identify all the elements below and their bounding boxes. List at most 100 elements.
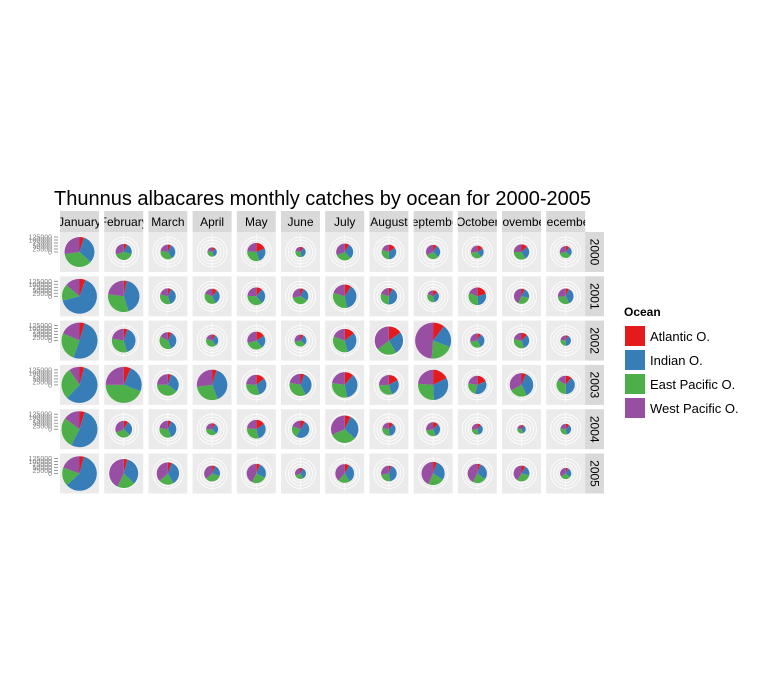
pie-slice-atlantic-o: [256, 419, 264, 430]
legend-swatch-atlantic: [624, 325, 646, 347]
panel-february-2000: [104, 232, 144, 272]
pie-slice-east-pacific-o: [431, 340, 450, 359]
panel-may-2003: [236, 364, 276, 405]
pie-slice-atlantic-o: [344, 415, 351, 430]
pie-slice-atlantic-o: [477, 333, 481, 341]
pie-slice-atlantic-o: [433, 244, 437, 252]
pie-slice-indian-o: [477, 293, 487, 306]
panel-september-2001: [413, 276, 453, 317]
radial-tick-label: 125000: [29, 367, 52, 374]
radial-tick-label: 125000: [29, 456, 52, 463]
strip-column-march: March: [148, 211, 188, 232]
radial-tick-label: 125000: [29, 412, 52, 419]
pie-slice-east-pacific-o: [61, 418, 80, 446]
pie-slice-indian-o: [565, 425, 572, 435]
legend-item-west-pacific: West Pacific O.: [624, 396, 739, 420]
pie-slice-east-pacific-o: [294, 340, 306, 347]
pie-slice-indian-o: [388, 247, 397, 260]
panel-september-2005: [413, 453, 453, 494]
strip-column-august: August: [369, 211, 409, 232]
radial-tick-label: 75000: [33, 285, 53, 292]
radial-tick-label: 0: [48, 338, 52, 345]
pie-slice-east-pacific-o: [157, 384, 177, 396]
pie-slice-east-pacific-o: [247, 340, 263, 350]
pie-slice-west-pacific-o: [247, 419, 257, 430]
strip-row-background: [585, 276, 604, 317]
pie-slice-east-pacific-o: [117, 473, 135, 489]
pie-slice-west-pacific-o: [160, 288, 168, 297]
radial-tick-label: 100000: [29, 282, 52, 289]
radial-tick-label: 50000: [33, 421, 53, 428]
strip-column-label: March: [151, 215, 184, 229]
pie-slice-indian-o: [565, 335, 571, 346]
pie-slice-atlantic-o: [344, 328, 354, 341]
pie-slice-west-pacific-o: [289, 373, 301, 385]
pie-slice-east-pacific-o: [380, 293, 389, 305]
pie-slice-west-pacific-o: [426, 422, 434, 431]
pie-slice-atlantic-o: [565, 288, 569, 297]
pie-slice-east-pacific-o: [291, 426, 301, 437]
panel-march-2004: [148, 409, 188, 450]
radial-tick-label: 25000: [33, 247, 53, 254]
strip-row-2004: 2004: [585, 409, 604, 450]
radial-tick-label: 25000: [33, 379, 53, 386]
pie-slice-atlantic-o: [521, 425, 524, 430]
pie-slice-west-pacific-o: [292, 420, 301, 430]
pie-slice-atlantic-o: [388, 375, 398, 385]
pie-slice-atlantic-o: [477, 287, 486, 297]
legend-label-east-pacific: East Pacific O.: [650, 376, 736, 392]
panel-september-2004: [413, 409, 453, 450]
pie-slice-indian-o: [256, 464, 266, 478]
pie-slice-east-pacific-o: [560, 339, 566, 346]
pie-slice-indian-o: [79, 237, 95, 263]
panel-april-2005: [192, 453, 232, 494]
pie-slice-indian-o: [167, 374, 179, 392]
pie-slice-indian-o: [67, 367, 98, 403]
pie-slice-atlantic-o: [167, 332, 172, 341]
strip-column-february: February: [104, 211, 144, 232]
pie-slice-indian-o: [167, 462, 180, 484]
pie-slice-east-pacific-o: [206, 473, 220, 482]
pie-slice-atlantic-o: [300, 288, 304, 297]
pie-slice-west-pacific-o: [63, 456, 80, 474]
pie-slice-indian-o: [62, 279, 97, 314]
pie-slice-east-pacific-o: [295, 250, 302, 258]
panel-july-2000: [325, 232, 365, 272]
panel-march-2002: [148, 320, 188, 361]
pie-slice-indian-o: [433, 424, 441, 436]
strip-row-2002: 2002: [585, 320, 604, 361]
pie-slice-indian-o: [521, 246, 530, 259]
pie-slice-indian-o: [477, 464, 487, 480]
pie-slice-atlantic-o: [256, 331, 264, 341]
pie-slice-atlantic-o: [433, 461, 437, 474]
panel-august-2004: [369, 409, 409, 450]
radial-tick-label: 100000: [29, 326, 52, 333]
panel-june-2005: [281, 453, 320, 494]
radial-tick-label: 50000: [33, 376, 53, 383]
panel-august-2000: [369, 232, 409, 272]
pie-slice-atlantic-o: [521, 373, 526, 385]
panel-february-2001: [104, 276, 144, 317]
pie-slice-atlantic-o: [477, 245, 483, 252]
radial-tick-label: 0: [48, 471, 52, 478]
pie-slice-west-pacific-o: [427, 290, 434, 297]
panel-november-2005: [502, 453, 541, 494]
pie-slice-east-pacific-o: [196, 384, 218, 401]
panel-april-2004: [192, 409, 232, 450]
pie-slice-atlantic-o: [344, 464, 350, 474]
pie-slice-west-pacific-o: [105, 366, 124, 385]
panel-january-2002: [60, 320, 99, 361]
strip-row-label: 2001: [588, 283, 602, 310]
pie-slice-atlantic-o: [433, 322, 444, 341]
pie-slice-indian-o: [256, 423, 266, 439]
legend: Ocean Atlantic O. Indian O. East Pacific…: [624, 305, 739, 420]
panel-december-2004: [546, 409, 586, 450]
pie-slice-west-pacific-o: [247, 242, 257, 252]
panel-january-2000: [60, 232, 99, 272]
pie-slice-west-pacific-o: [207, 247, 213, 252]
panel-december-2003: [546, 364, 586, 405]
pie-slice-east-pacific-o: [111, 338, 128, 353]
